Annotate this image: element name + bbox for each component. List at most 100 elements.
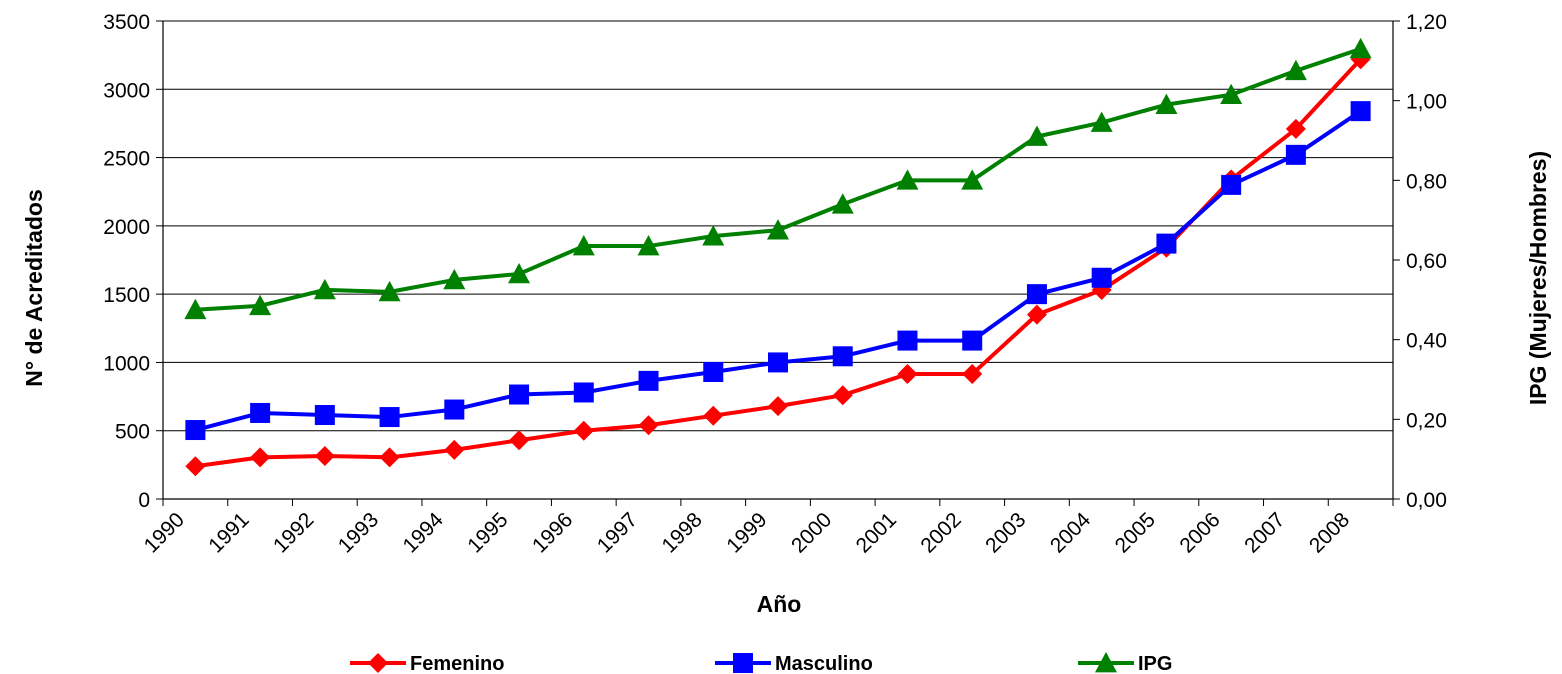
- x-tick-label: 1993: [334, 508, 383, 557]
- data-point-masculino: [638, 370, 659, 391]
- data-point-ipg: [1349, 37, 1372, 59]
- data-point-femenino: [703, 405, 724, 426]
- data-point-femenino: [573, 420, 594, 441]
- data-point-masculino: [509, 384, 530, 405]
- data-point-masculino: [962, 330, 983, 351]
- x-tick-label: 1998: [658, 508, 707, 557]
- data-point-masculino: [703, 361, 724, 382]
- y2-tick-label: 0,80: [1406, 170, 1447, 193]
- data-point-femenino: [832, 385, 853, 406]
- y-tick-label: 3000: [103, 79, 150, 102]
- y-axis-tick-labels: 0 500 1000 1500 2000 2500 3000 3500: [103, 11, 150, 512]
- data-point-masculino: [768, 352, 788, 373]
- data-point-femenino: [444, 439, 465, 460]
- legend-label-masculino: Masculino: [775, 653, 873, 674]
- y2-tick-label: 0,60: [1406, 250, 1447, 273]
- data-point-masculino: [379, 407, 400, 428]
- data-point-masculino: [1221, 174, 1242, 195]
- legend-marker-masculino: [733, 653, 753, 673]
- data-point-masculino: [444, 399, 465, 420]
- data-point-ipg: [443, 268, 466, 290]
- x-tick-label: 2001: [852, 508, 901, 557]
- legend-item-masculino: Masculino: [715, 653, 873, 674]
- data-point-masculino: [1285, 144, 1306, 165]
- y-tick-label: 2000: [103, 216, 150, 239]
- x-tick-label: 2002: [916, 508, 965, 557]
- data-point-femenino: [897, 364, 918, 385]
- x-tick-label: 1992: [269, 508, 318, 557]
- y-tick-label: 0: [138, 489, 150, 512]
- legend-label-femenino: Femenino: [410, 653, 504, 674]
- data-point-femenino: [379, 447, 400, 468]
- series-masculino: [185, 101, 1371, 441]
- legend-marker-femenino: [368, 653, 388, 673]
- x-tick-label: 2005: [1111, 508, 1160, 557]
- data-point-femenino: [962, 364, 983, 385]
- data-point-masculino: [1350, 101, 1371, 122]
- x-tick-label: 1994: [399, 508, 449, 558]
- x-tick-label: 2004: [1046, 508, 1096, 558]
- data-point-masculino: [573, 382, 594, 403]
- data-point-ipg: [572, 235, 595, 256]
- series-femenino: [185, 49, 1371, 477]
- data-point-ipg: [508, 262, 531, 284]
- x-tick-label: 1997: [593, 508, 642, 557]
- data-point-ipg: [961, 169, 984, 190]
- data-point-ipg: [1155, 93, 1178, 114]
- data-point-femenino: [1285, 118, 1306, 139]
- series-line-ipg: [195, 46, 1362, 312]
- y2-tick-label: 1,00: [1406, 91, 1447, 114]
- legend-marker-ipg: [1095, 652, 1117, 673]
- x-tick-label: 1991: [204, 508, 253, 557]
- data-point-femenino: [768, 396, 788, 417]
- y2-tick-label: 1,20: [1406, 11, 1447, 34]
- x-tick-label: 2003: [981, 508, 1030, 557]
- y2-tick-label: 0,40: [1406, 330, 1447, 353]
- axes: [156, 20, 1400, 506]
- x-tick-label: 1999: [722, 508, 771, 557]
- legend-label-ipg: IPG: [1138, 653, 1172, 674]
- series-line-masculino: [194, 109, 1362, 432]
- data-point-masculino: [185, 420, 206, 441]
- data-point-ipg: [184, 298, 207, 320]
- y2-axis-tick-labels: 0,00 0,20 0,40 0,60 0,80 1,00 1,20: [1406, 11, 1447, 512]
- gridlines: [163, 20, 1393, 432]
- y2-tick-label: 0,20: [1406, 409, 1447, 432]
- y2-axis-title: IPG (Mujeres/Hombres): [1525, 151, 1551, 405]
- x-tick-label: 2007: [1240, 508, 1289, 557]
- data-point-femenino: [250, 447, 271, 468]
- data-point-femenino: [638, 415, 659, 436]
- data-point-masculino: [832, 346, 853, 367]
- data-point-ipg: [313, 278, 336, 300]
- y2-tick-label: 0,00: [1406, 489, 1447, 512]
- data-point-ipg: [637, 235, 660, 256]
- x-axis-title: Año: [757, 591, 802, 617]
- legend-item-ipg: IPG: [1078, 652, 1172, 674]
- y-tick-label: 1000: [103, 352, 150, 375]
- data-point-femenino: [185, 456, 206, 477]
- series-group: [184, 37, 1372, 477]
- data-point-masculino: [897, 330, 918, 351]
- x-tick-label: 2008: [1305, 508, 1354, 557]
- data-point-femenino: [509, 430, 530, 451]
- data-point-ipg: [767, 219, 789, 240]
- x-tick-label: 2000: [787, 508, 836, 557]
- data-point-ipg: [831, 193, 854, 214]
- data-point-ipg: [1025, 125, 1048, 146]
- data-point-masculino: [250, 402, 271, 423]
- legend: Femenino Masculino IPG: [350, 652, 1172, 674]
- data-point-ipg: [1220, 83, 1243, 105]
- data-point-masculino: [314, 405, 335, 426]
- y-tick-label: 500: [115, 421, 150, 444]
- data-point-masculino: [1026, 284, 1047, 305]
- data-point-ipg: [896, 169, 919, 190]
- y-tick-label: 3500: [103, 11, 150, 34]
- data-point-femenino: [314, 445, 335, 466]
- data-point-femenino: [1026, 304, 1047, 325]
- data-point-masculino: [1091, 267, 1112, 288]
- legend-item-femenino: Femenino: [350, 653, 504, 674]
- x-tick-label: 2006: [1175, 508, 1224, 557]
- data-point-ipg: [378, 280, 401, 302]
- data-point-ipg: [1284, 59, 1307, 81]
